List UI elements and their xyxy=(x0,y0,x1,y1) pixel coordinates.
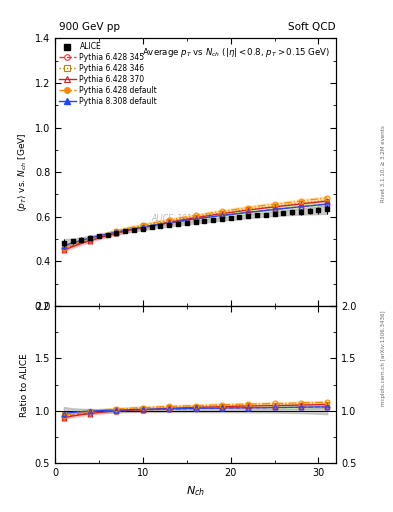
Legend: ALICE, Pythia 6.428 345, Pythia 6.428 346, Pythia 6.428 370, Pythia 6.428 defaul: ALICE, Pythia 6.428 345, Pythia 6.428 34… xyxy=(57,40,159,108)
Text: 900 GeV pp: 900 GeV pp xyxy=(59,22,120,32)
Text: mcplots.cern.ch [arXiv:1306.3436]: mcplots.cern.ch [arXiv:1306.3436] xyxy=(381,311,386,406)
Y-axis label: $\langle p_T \rangle$ vs. $N_{ch}$ [GeV]: $\langle p_T \rangle$ vs. $N_{ch}$ [GeV] xyxy=(16,133,29,212)
Text: Soft QCD: Soft QCD xyxy=(288,22,336,32)
Text: ALICE_2010_S8706239: ALICE_2010_S8706239 xyxy=(151,213,240,222)
Text: Rivet 3.1.10, ≥ 3.2M events: Rivet 3.1.10, ≥ 3.2M events xyxy=(381,125,386,202)
Y-axis label: Ratio to ALICE: Ratio to ALICE xyxy=(20,353,29,417)
Text: Average $p_T$ vs $N_{ch}$ ($|\eta| < 0.8$, $p_T > 0.15$ GeV): Average $p_T$ vs $N_{ch}$ ($|\eta| < 0.8… xyxy=(142,47,331,59)
X-axis label: $N_{ch}$: $N_{ch}$ xyxy=(186,484,205,498)
